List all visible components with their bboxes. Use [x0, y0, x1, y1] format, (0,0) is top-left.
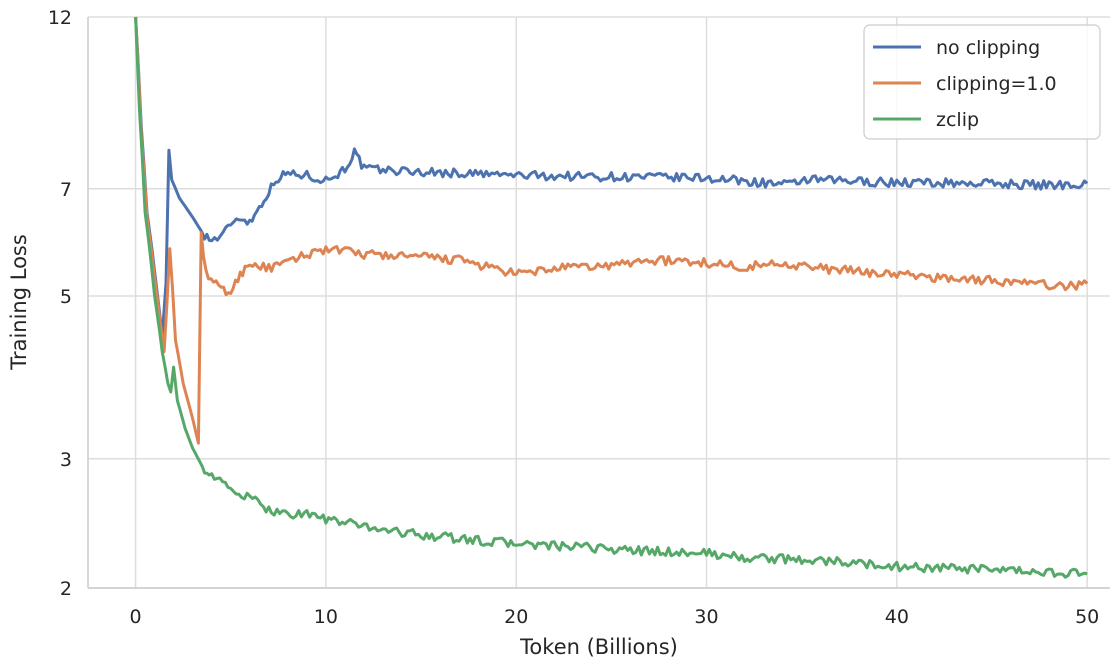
- x-tick-label: 10: [314, 606, 338, 628]
- series-line-zclip: [134, 16, 1088, 579]
- y-tick-labels: 2 3 5 7 12: [48, 7, 72, 600]
- y-tick-label: 5: [60, 286, 72, 308]
- x-axis-title: Token (Billions): [519, 635, 678, 659]
- series-line-clipping-1-0: [134, 16, 1089, 445]
- y-tick-label: 3: [60, 449, 72, 471]
- y-tick-label: 2: [60, 578, 72, 600]
- x-tick-label: 0: [130, 606, 142, 628]
- x-tick-labels: 0 10 20 30 40 50: [130, 606, 1100, 628]
- legend: no clipping clipping=1.0 zclip: [863, 24, 1101, 140]
- series-layer: [134, 16, 1089, 579]
- legend-label-no-clipping: no clipping: [936, 37, 1040, 59]
- x-tick-label: 50: [1075, 606, 1099, 628]
- series-line-no-clipping: [134, 16, 1089, 339]
- y-tick-label: 12: [48, 7, 72, 29]
- x-tick-label: 40: [885, 606, 909, 628]
- y-tick-label: 7: [60, 179, 72, 201]
- x-tick-label: 30: [694, 606, 718, 628]
- y-axis-title: Training Loss: [7, 234, 31, 371]
- legend-box: [863, 24, 1101, 140]
- x-gridlines: [134, 17, 1088, 588]
- legend-label-clipping: clipping=1.0: [936, 73, 1057, 95]
- x-tick-label: 20: [504, 606, 528, 628]
- legend-label-zclip: zclip: [936, 109, 979, 131]
